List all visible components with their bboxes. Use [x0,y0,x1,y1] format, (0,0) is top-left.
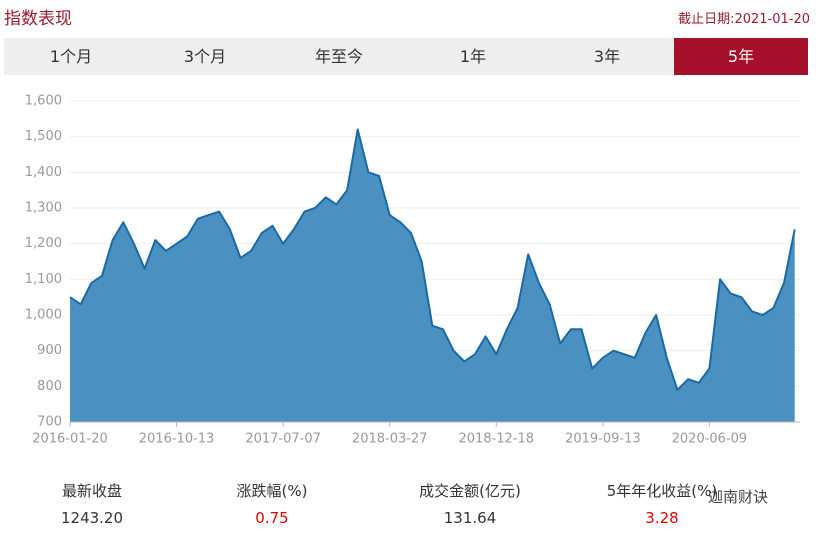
chart: 700 800 900 1,000 1,100 1,200 1,300 1,400 1,500 1… [25,94,800,447]
tab[interactable]: 3年 [593,47,621,66]
stat-value: 1243.20 [60,509,124,527]
stat: 成交金额(亿元) 131.64 [380,480,560,527]
x-tick-label: 2018-12-18 [458,432,534,447]
y-tick-label: 1,400 [25,165,62,180]
y-tick-label: 1,200 [25,236,62,251]
tab-bar: 1个月 3个月 年至今 1年 3年 5年 [4,38,808,75]
area [70,129,795,422]
y-tick-label: 1,000 [25,308,62,323]
y-tick-label: 700 [37,415,62,430]
y-tick-label: 900 [37,343,62,358]
date: 截止日期:2021-01-20 [678,12,810,27]
tab[interactable]: 年至今 [314,47,363,66]
stat-value: 3.28 [645,509,679,527]
stat-label: 5年年化收益(%) [606,482,718,500]
x-tick-label: 2020-06-09 [672,432,748,447]
stat-label: 成交金额(亿元) [419,482,521,500]
tab[interactable]: 1年 [459,47,487,66]
title: 指数表现 [4,9,72,29]
y-tick-label: 1,500 [25,129,62,144]
stat-label: 涨跌幅(%) [236,482,308,500]
x-tick-label: 2016-01-20 [32,432,108,447]
tab[interactable]: 5年 [674,38,808,75]
stat: 最新收盘 1243.20 [2,480,182,527]
tab[interactable]: 1个月 [49,47,93,66]
y-tick-label: 1,600 [25,94,62,109]
x-tick-label: 2019-09-13 [565,432,641,447]
stat: 5年年化收益(%) 3.28 [572,480,752,527]
stat: 涨跌幅(%) 0.75 [182,480,362,527]
y-tick-label: 800 [37,379,62,394]
stat-value: 131.64 [443,509,497,527]
watermark: 迦南财诀 [708,488,769,506]
y-tick-label: 1,300 [25,201,62,216]
tab[interactable]: 3个月 [183,47,227,66]
x-tick-label: 2016-10-13 [139,432,215,447]
stat-label: 最新收盘 [61,482,122,500]
x-tick-label: 2017-07-07 [245,432,321,447]
x-tick-label: 2018-03-27 [352,432,428,447]
line [69,128,796,391]
stat-value: 0.75 [255,509,289,527]
y-tick-label: 1,100 [25,272,62,287]
